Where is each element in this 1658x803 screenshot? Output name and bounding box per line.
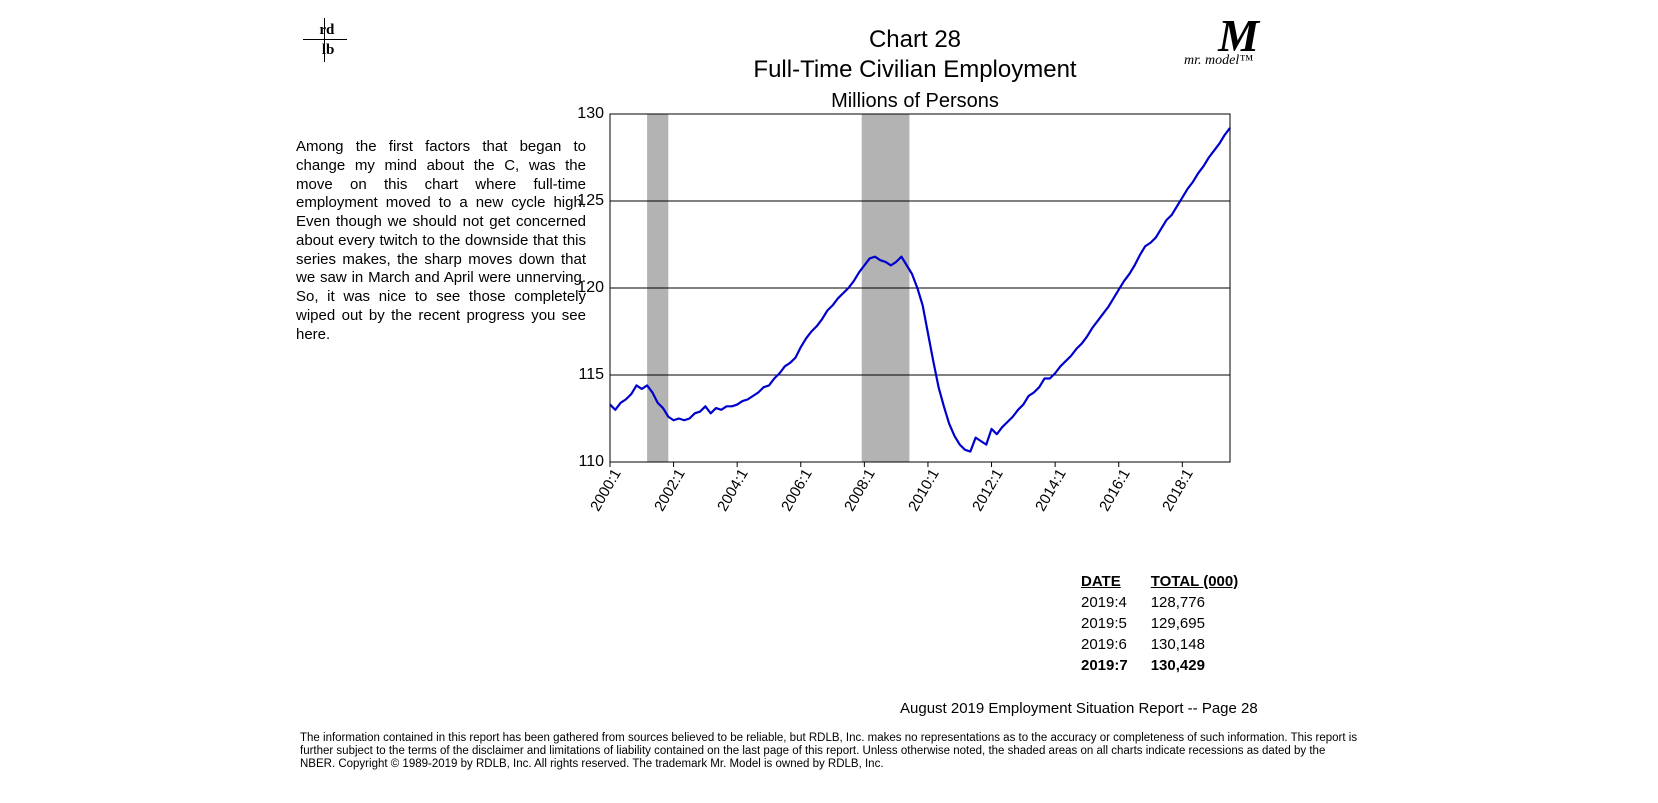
- line-chart: 1101151201251302000:12002:12004:12006:12…: [610, 114, 1230, 462]
- page: r d l b M mr. model™ Chart 28 Full-Time …: [0, 0, 1658, 803]
- rdlb-logo-bl: l: [308, 41, 326, 59]
- table-row: 2019:6130,148: [1080, 635, 1258, 654]
- x-tick-label: 2006:1: [778, 466, 816, 514]
- x-tick-label: 2014:1: [1032, 466, 1070, 514]
- chart-svg: [610, 114, 1230, 462]
- page-note: August 2019 Employment Situation Report …: [900, 700, 1258, 717]
- table-cell: 130,148: [1150, 635, 1259, 654]
- title-block: Chart 28 Full-Time Civilian Employment M…: [580, 26, 1250, 113]
- x-tick-label: 2016:1: [1096, 466, 1134, 514]
- y-tick-label: 110: [578, 453, 604, 471]
- rdlb-logo: r d l b: [305, 20, 345, 60]
- table-cell: 128,776: [1150, 593, 1259, 612]
- chart-units: Millions of Persons: [580, 90, 1250, 113]
- table-cell: 129,695: [1150, 614, 1259, 633]
- x-tick-label: 2000:1: [587, 466, 625, 514]
- table-cell: 2019:6: [1080, 635, 1148, 654]
- table-header-total: TOTAL (000): [1150, 572, 1259, 591]
- x-tick-label: 2012:1: [969, 466, 1007, 514]
- table-row: 2019:7130,429: [1080, 656, 1258, 675]
- x-tick-label: 2004:1: [714, 466, 752, 514]
- table-cell: 2019:5: [1080, 614, 1148, 633]
- table-header-date: DATE: [1080, 572, 1148, 591]
- disclaimer: The information contained in this report…: [300, 732, 1360, 772]
- x-tick-label: 2010:1: [905, 466, 943, 514]
- chart-number: Chart 28: [580, 26, 1250, 54]
- chart-title: Full-Time Civilian Employment: [580, 56, 1250, 84]
- table-row: 2019:5129,695: [1080, 614, 1258, 633]
- rdlb-logo-br: b: [326, 41, 344, 59]
- y-tick-label: 125: [577, 192, 604, 210]
- commentary: Among the first factors that began to ch…: [296, 138, 586, 344]
- x-tick-label: 2002:1: [651, 466, 689, 514]
- table-cell: 2019:7: [1080, 656, 1148, 675]
- table-cell: 2019:4: [1080, 593, 1148, 612]
- y-tick-label: 120: [577, 279, 604, 297]
- series-line: [610, 128, 1230, 452]
- x-tick-label: 2008:1: [841, 466, 879, 514]
- y-tick-label: 115: [578, 366, 604, 384]
- data-table: DATE TOTAL (000) 2019:4128,7762019:5129,…: [1078, 570, 1260, 677]
- rdlb-logo-tr: d: [326, 21, 344, 39]
- table-header-row: DATE TOTAL (000): [1080, 572, 1258, 591]
- table-cell: 130,429: [1150, 656, 1259, 675]
- rdlb-logo-tl: r: [308, 21, 326, 39]
- y-tick-label: 130: [577, 105, 604, 123]
- x-tick-label: 2018:1: [1159, 466, 1197, 514]
- table-row: 2019:4128,776: [1080, 593, 1258, 612]
